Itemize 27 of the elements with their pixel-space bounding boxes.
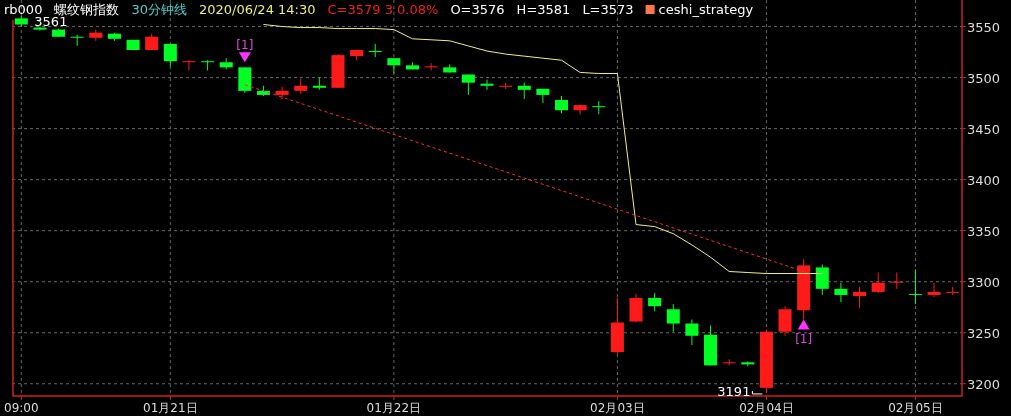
x-tick-label: 01月21日: [143, 401, 198, 415]
annotation: 3191: [717, 383, 751, 399]
y-tick-label: 3200: [967, 376, 1001, 392]
annotation: ceshi_strategy: [658, 2, 754, 17]
chart-title: rb000: [4, 2, 43, 17]
x-tick-label: 02月04日: [739, 401, 794, 415]
annotation: L=3573: [582, 2, 634, 17]
chart-subtitle: 螺纹钢指数: [54, 2, 120, 17]
y-tick-label: 3250: [967, 325, 1001, 341]
annotation: H=3581: [516, 2, 571, 17]
y-tick-label: 3500: [967, 70, 1001, 86]
annotation: O=3576: [450, 2, 505, 17]
annotation: C=3579 3 0.08%: [327, 2, 439, 17]
annotation: 30分钟线: [131, 2, 187, 17]
y-tick-label: 3400: [967, 172, 1001, 188]
x-tick-label: 01月22日: [366, 401, 422, 415]
annotation: [1]: [795, 331, 813, 346]
y-tick-label: 3350: [967, 223, 1001, 239]
y-tick-label: 3550: [967, 19, 1001, 35]
annotation: [1]: [236, 38, 254, 53]
annotation: 3561: [34, 14, 68, 30]
x-tick-label: 02月03日: [590, 401, 645, 415]
x-tick-label: 09:00: [4, 401, 39, 415]
x-tick-label: 02月05日: [888, 401, 943, 415]
y-tick-label: 3450: [967, 121, 1001, 137]
y-tick-label: 3300: [967, 274, 1001, 290]
annotation: 2020/06/24 14:30: [198, 2, 316, 17]
